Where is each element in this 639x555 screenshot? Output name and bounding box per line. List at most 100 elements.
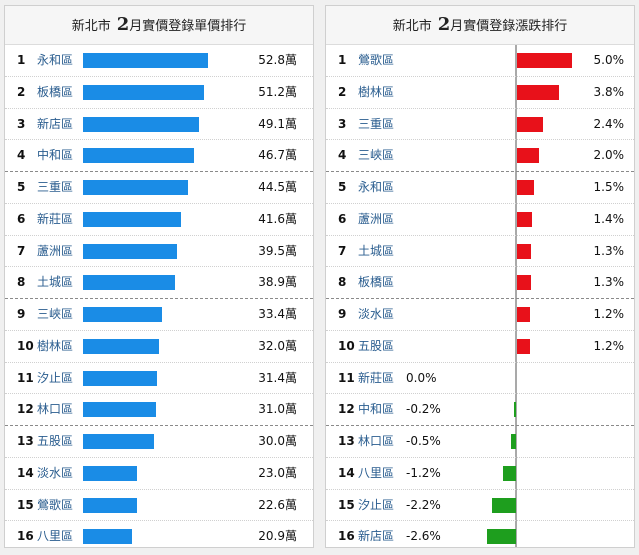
decrease-bar xyxy=(487,529,516,545)
title-month: 2 xyxy=(437,14,451,35)
rank-number: 15 xyxy=(338,497,355,512)
table-row: 16 八里區 20.9萬 xyxy=(5,521,313,553)
value-label: 38.9萬 xyxy=(258,275,297,290)
rank-number: 6 xyxy=(17,211,26,226)
price-bar xyxy=(83,529,133,545)
rank-number: 4 xyxy=(17,148,26,163)
value-label: -0.2% xyxy=(406,402,441,417)
decrease-bar xyxy=(491,497,516,513)
value-label: 20.9萬 xyxy=(258,529,297,544)
increase-bar xyxy=(517,307,531,322)
table-row: 14 八里區 -1.2% xyxy=(326,458,634,490)
change-ranking-rows: 1 鶯歌區 5.0% 2 樹林區 3.8% 3 三重區 2.4% 4 三峽區 2.0% 5 永和區 1.5%… xyxy=(326,45,634,547)
value-label: 44.5萬 xyxy=(258,180,297,194)
district-label: 三重區 xyxy=(37,180,74,194)
district-label: 板橋區 xyxy=(358,275,395,290)
rank-number: 13 xyxy=(338,434,355,448)
rank-number: 3 xyxy=(17,116,26,131)
value-label: 3.8% xyxy=(593,84,625,99)
district-label: 新莊區 xyxy=(37,211,74,226)
value-label: 1.2% xyxy=(593,307,625,321)
table-row: 9 三峽區 33.4萬 xyxy=(5,299,313,331)
table-row: 12 中和區 -0.2% xyxy=(326,394,634,426)
district-label: 新莊區 xyxy=(358,370,395,385)
rank-number: 4 xyxy=(338,148,347,163)
table-row: 13 五股區 30.0萬 xyxy=(5,426,313,458)
rank-number: 1 xyxy=(338,53,347,67)
district-label: 鶯歌區 xyxy=(37,497,74,512)
district-label: 板橋區 xyxy=(37,84,74,99)
value-label: 1.4% xyxy=(593,211,625,226)
price-bar xyxy=(83,243,177,259)
value-label: 1.2% xyxy=(593,338,625,353)
value-label: 1.3% xyxy=(593,275,625,290)
rank-number: 16 xyxy=(338,529,355,544)
rank-number: 9 xyxy=(338,307,347,321)
price-bar xyxy=(83,434,155,449)
district-label: 土城區 xyxy=(358,243,395,258)
rank-number: 12 xyxy=(338,402,355,417)
title-prefix: 新北市 xyxy=(392,19,432,34)
table-row: 11 新莊區 0.0% xyxy=(326,363,634,395)
increase-bar xyxy=(517,243,532,259)
price-bar xyxy=(83,211,182,227)
value-label: -2.6% xyxy=(406,529,441,544)
table-row: 10 樹林區 32.0萬 xyxy=(5,331,313,363)
district-label: 樹林區 xyxy=(358,84,395,99)
district-label: 永和區 xyxy=(37,53,74,67)
rank-number: 7 xyxy=(17,243,26,258)
price-bar xyxy=(83,148,194,164)
table-row: 12 林口區 31.0萬 xyxy=(5,394,313,426)
table-row: 1 鶯歌區 5.0% xyxy=(326,45,634,77)
price-bar xyxy=(83,402,157,418)
increase-bar xyxy=(517,84,559,100)
change-ranking-panel: 新北市 2月實價登錄漲跌排行 1 鶯歌區 5.0% 2 樹林區 3.8% 3 三重區 2.4% 4 三… xyxy=(325,5,635,548)
value-label: 46.7萬 xyxy=(258,148,297,163)
price-bar xyxy=(83,465,138,481)
table-row: 6 蘆洲區 1.4% xyxy=(326,204,634,236)
district-label: 八里區 xyxy=(358,465,395,480)
value-label: 32.0萬 xyxy=(258,338,297,353)
value-label: -2.2% xyxy=(406,497,441,512)
value-label: 22.6萬 xyxy=(258,497,297,512)
table-row: 2 樹林區 3.8% xyxy=(326,77,634,109)
rank-number: 8 xyxy=(17,275,26,290)
increase-bar xyxy=(517,116,544,132)
table-row: 8 板橋區 1.3% xyxy=(326,267,634,299)
district-label: 淡水區 xyxy=(358,307,395,321)
district-label: 蘆洲區 xyxy=(37,243,74,258)
increase-bar xyxy=(517,148,539,164)
district-label: 中和區 xyxy=(358,402,395,417)
table-row: 3 三重區 2.4% xyxy=(326,109,634,141)
district-label: 蘆洲區 xyxy=(358,211,395,226)
value-label: 0.0% xyxy=(406,370,437,385)
table-row: 14 淡水區 23.0萬 xyxy=(5,458,313,490)
rank-number: 11 xyxy=(17,370,34,385)
district-label: 淡水區 xyxy=(37,465,74,480)
panel-title: 新北市 2月實價登錄漲跌排行 xyxy=(326,6,634,45)
increase-bar xyxy=(517,275,532,291)
rank-number: 2 xyxy=(17,84,26,99)
table-row: 3 新店區 49.1萬 xyxy=(5,109,313,141)
title-suffix: 月實價登錄漲跌排行 xyxy=(450,19,568,34)
table-row: 7 蘆洲區 39.5萬 xyxy=(5,236,313,268)
district-label: 三峽區 xyxy=(37,307,74,321)
table-row: 15 鶯歌區 22.6萬 xyxy=(5,490,313,522)
value-label: 5.0% xyxy=(593,53,625,67)
title-month: 2 xyxy=(116,14,130,35)
district-label: 中和區 xyxy=(37,148,74,163)
district-label: 五股區 xyxy=(37,434,74,448)
district-label: 林口區 xyxy=(358,434,395,448)
table-row: 4 中和區 46.7萬 xyxy=(5,140,313,172)
value-label: 31.0萬 xyxy=(258,402,297,417)
zero-axis-line xyxy=(515,45,517,547)
value-label: 1.3% xyxy=(593,243,625,258)
price-bar xyxy=(83,180,189,195)
rank-number: 9 xyxy=(17,307,26,321)
district-label: 新店區 xyxy=(358,529,395,544)
title-prefix: 新北市 xyxy=(71,19,111,34)
district-label: 五股區 xyxy=(358,338,395,353)
rank-number: 7 xyxy=(338,243,347,258)
rank-number: 14 xyxy=(338,465,355,480)
rank-number: 10 xyxy=(17,338,34,353)
